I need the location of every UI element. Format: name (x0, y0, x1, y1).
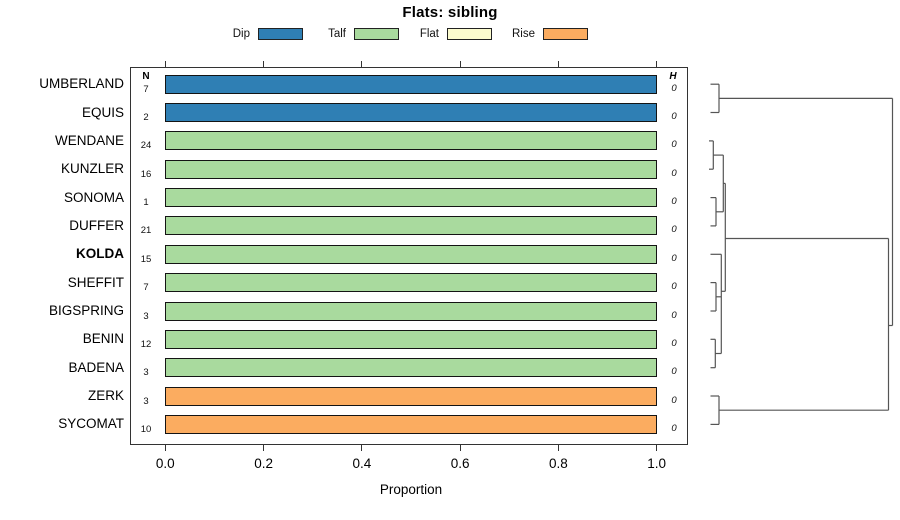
row-label-sheffit: SHEFFIT (67, 274, 124, 290)
bar-bigspring (165, 301, 657, 321)
legend-swatch-dip (258, 28, 303, 40)
n-value-sheffit: 7 (143, 282, 149, 294)
h-value-sonoma: 0 (671, 196, 677, 208)
bar-duffer (165, 216, 657, 236)
x-tick-bottom (262, 444, 265, 451)
h-value-equis: 0 (671, 111, 677, 123)
legend-swatch-flat (447, 28, 492, 40)
x-tick-label: 0.4 (352, 456, 372, 471)
bar-umberland (165, 74, 657, 94)
x-tick-bottom (656, 444, 658, 451)
legend-label-rise: Rise (511, 28, 535, 40)
x-tick-top (459, 61, 461, 67)
bar-benin (165, 329, 657, 349)
h-value-kolda: 0 (671, 252, 677, 264)
n-value-kunzler: 16 (140, 168, 152, 180)
x-tick-bottom (459, 444, 461, 451)
row-label-kunzler: KUNZLER (60, 161, 124, 177)
n-value-umberland: 7 (143, 83, 149, 95)
legend-swatch-talf (354, 28, 399, 40)
legend-label-talf: Talf (328, 28, 346, 40)
row-label-sonoma: SONOMA (63, 189, 124, 205)
x-tick-top (164, 61, 166, 67)
row-label-equis: EQUIS (81, 104, 124, 120)
bar-kolda (165, 244, 657, 264)
h-value-benin: 0 (671, 337, 677, 349)
bar-sheffit (165, 273, 657, 293)
x-tick-top (557, 61, 559, 67)
bar-badena (165, 358, 657, 378)
x-tick-label: 0.8 (549, 456, 568, 471)
x-tick-top (361, 61, 363, 67)
row-label-sycomat: SYCOMAT (58, 416, 124, 432)
n-value-bigspring: 3 (143, 310, 149, 322)
legend-swatch-rise (543, 28, 588, 40)
h-value-kunzler: 0 (671, 167, 677, 179)
h-value-wendane: 0 (671, 139, 677, 151)
n-value-sycomat: 10 (140, 423, 152, 435)
h-column-header: H (669, 71, 677, 82)
x-tick-label: 0.0 (155, 456, 175, 471)
n-value-duffer: 21 (140, 225, 152, 237)
row-label-benin: BENIN (82, 331, 124, 347)
x-tick-top (262, 61, 265, 67)
row-label-duffer: DUFFER (69, 217, 124, 233)
row-label-wendane: WENDANE (54, 132, 124, 148)
x-tick-top (656, 61, 658, 67)
x-tick-bottom (557, 444, 559, 451)
h-value-sycomat: 0 (671, 422, 677, 434)
bar-wendane (165, 131, 657, 151)
x-axis-title: Proportion (379, 482, 443, 497)
row-label-umberland: UMBERLAND (39, 76, 124, 92)
row-label-zerk: ZERK (87, 388, 124, 404)
legend-label-flat: Flat (419, 28, 439, 40)
h-value-sheffit: 0 (671, 281, 677, 293)
bar-sonoma (165, 188, 657, 208)
h-value-duffer: 0 (671, 224, 677, 236)
bar-kunzler (165, 159, 657, 179)
row-label-badena: BADENA (68, 359, 124, 375)
row-label-bigspring: BIGSPRING (48, 303, 124, 318)
n-value-equis: 2 (143, 112, 149, 124)
legend-label-dip: Dip (232, 28, 250, 40)
h-value-bigspring: 0 (671, 309, 677, 321)
h-value-umberland: 0 (671, 82, 677, 94)
h-value-zerk: 0 (671, 394, 677, 406)
row-label-kolda: KOLDA (76, 246, 124, 262)
chart-title: Flats: sibling (402, 4, 498, 21)
n-value-benin: 12 (140, 338, 152, 350)
n-column-header: N (142, 71, 150, 82)
bar-zerk (165, 386, 657, 406)
n-value-badena: 3 (143, 367, 149, 379)
x-tick-label: 0.2 (254, 456, 273, 471)
n-value-wendane: 24 (140, 140, 152, 152)
x-tick-label: 0.6 (450, 456, 470, 471)
x-tick-bottom (164, 444, 166, 451)
n-value-sonoma: 1 (143, 197, 149, 209)
h-value-badena: 0 (671, 366, 677, 378)
bar-sycomat (165, 414, 657, 434)
x-tick-label: 1.0 (647, 456, 667, 471)
x-tick-bottom (361, 444, 363, 451)
n-value-zerk: 3 (143, 395, 149, 407)
bar-equis (165, 103, 657, 123)
n-value-kolda: 15 (140, 253, 152, 265)
